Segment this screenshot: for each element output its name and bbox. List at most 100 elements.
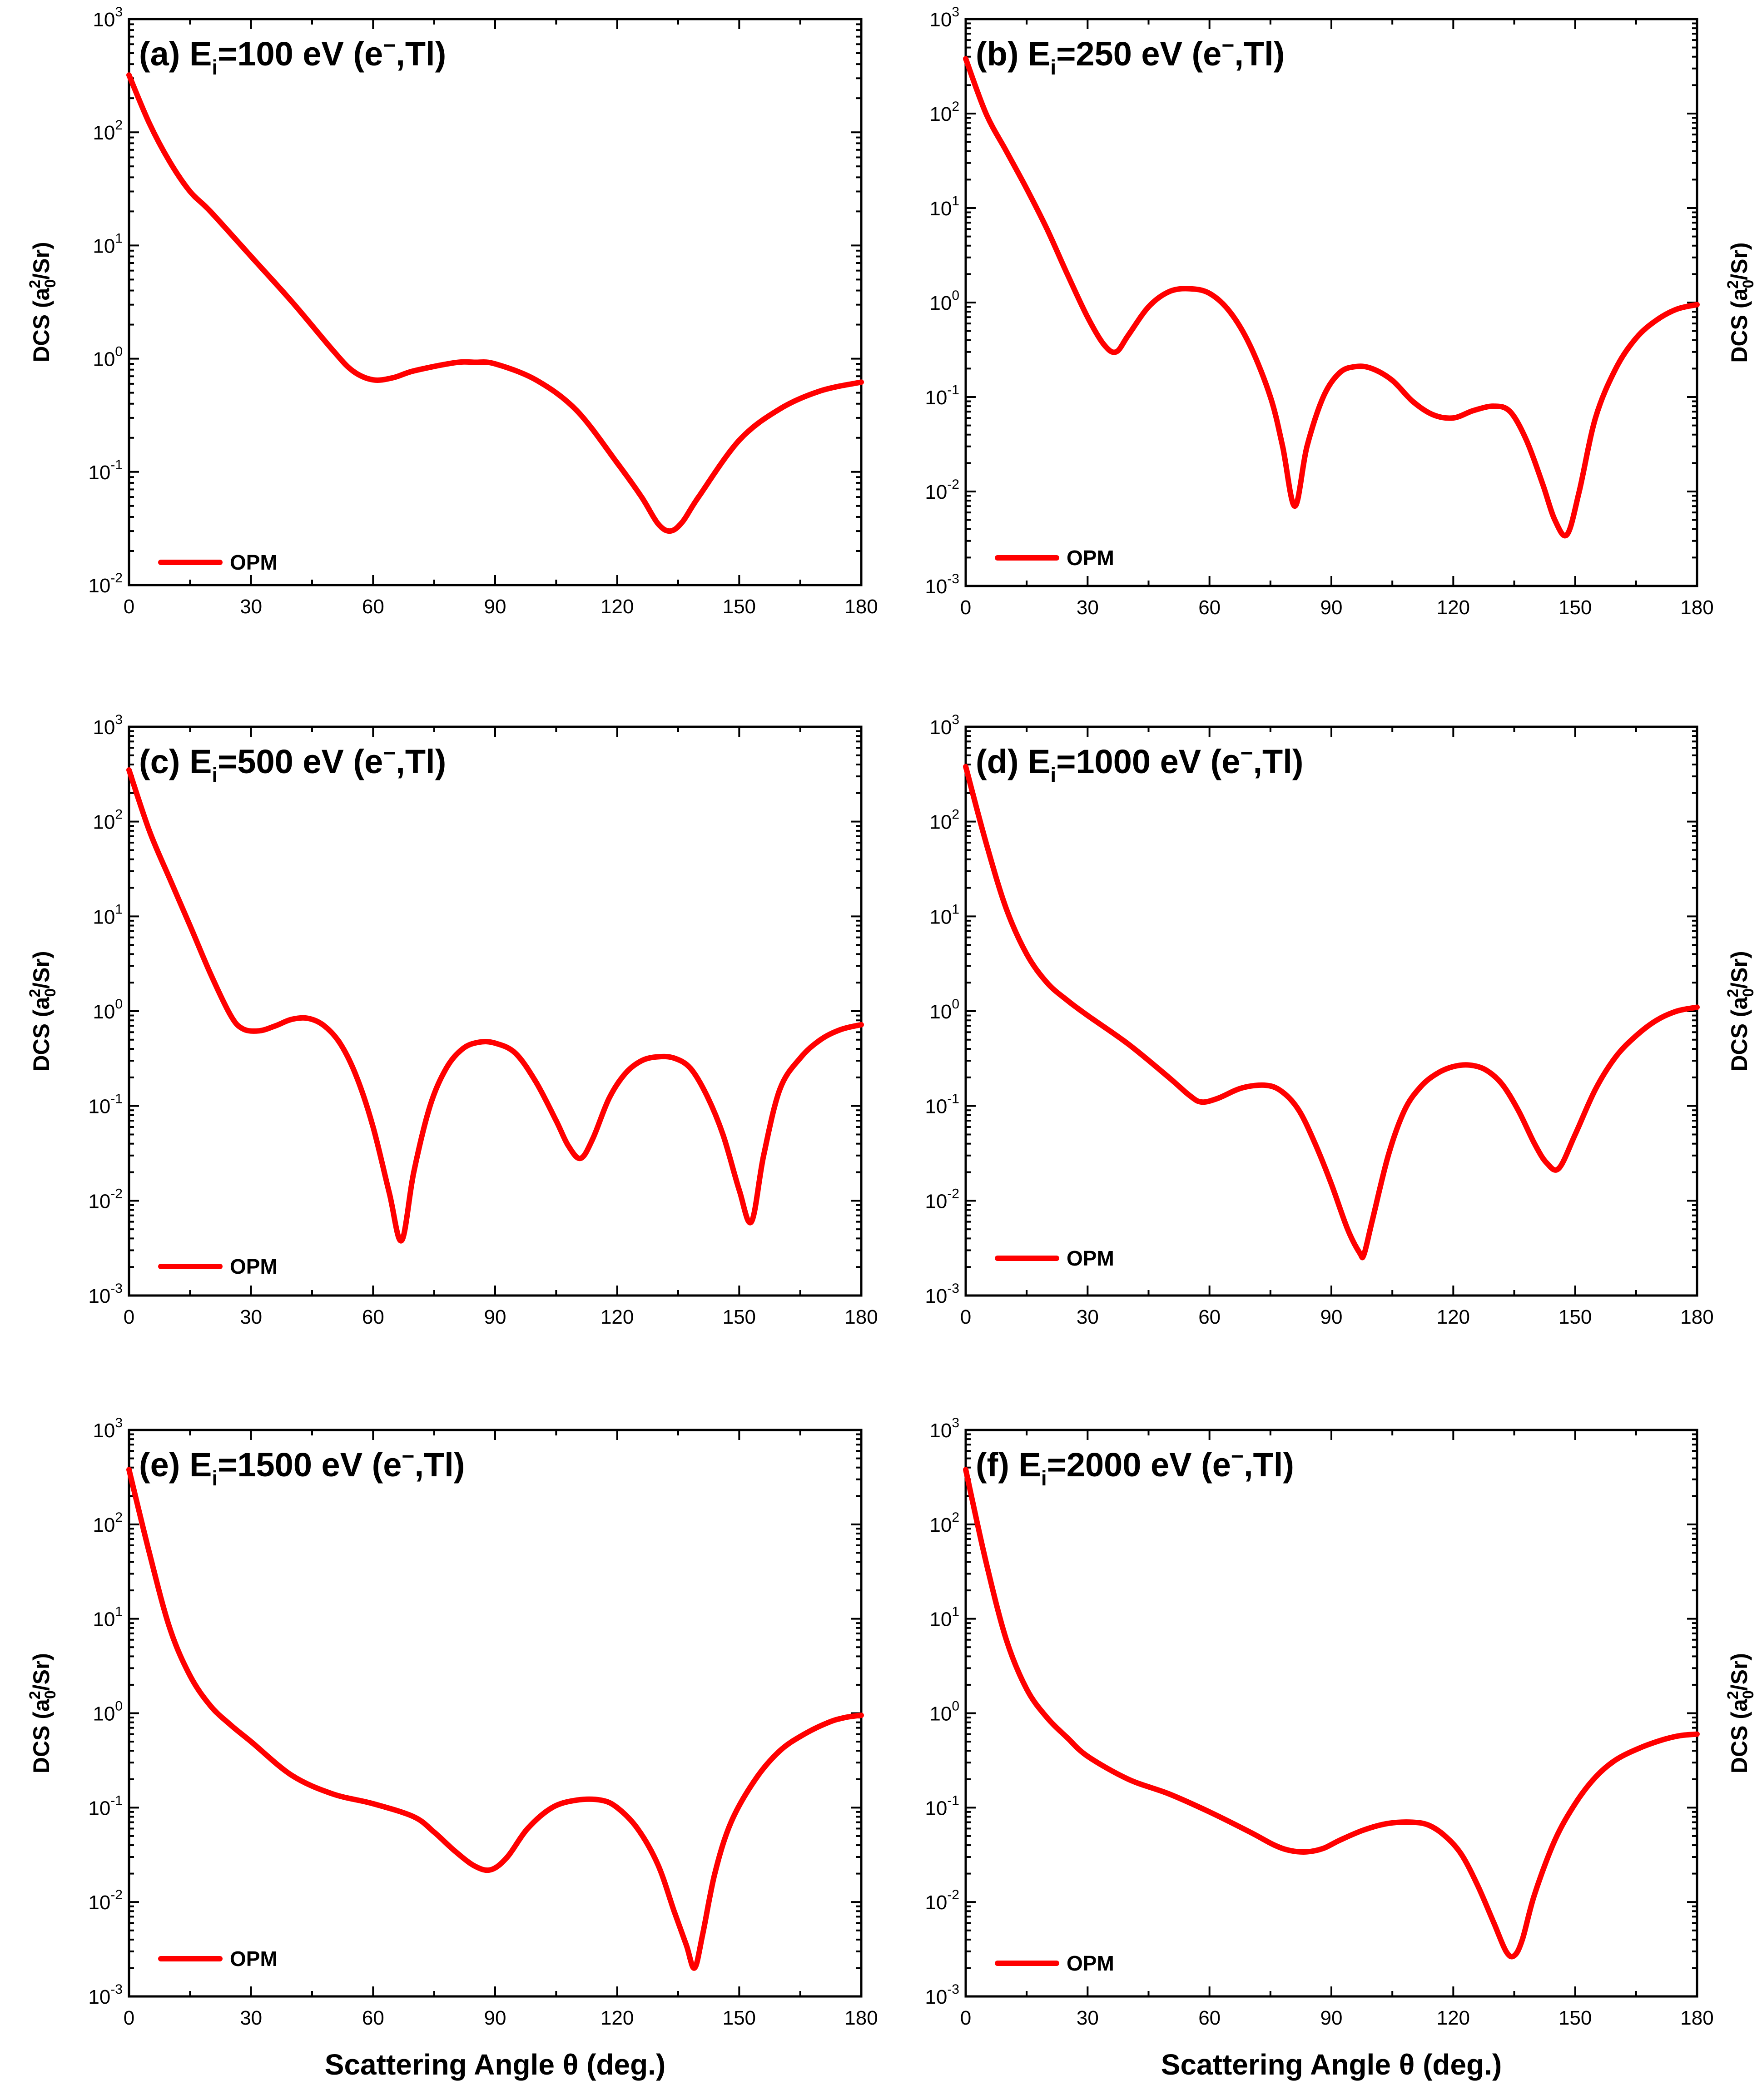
- y-tick-base: 10: [925, 1986, 947, 2008]
- y-axis-label: DCS (a02/Sr): [1724, 1653, 1757, 1773]
- panel-title: (d) Ei=1000 eV (e−,Tl): [976, 741, 1303, 787]
- plot-frame: [964, 18, 1698, 587]
- legend-label: OPM: [1067, 546, 1114, 570]
- y-axis-label-unit: /Sr): [1727, 951, 1752, 988]
- y-axis-label-main: DCS (a: [1727, 288, 1752, 362]
- x-tick-label: 30: [1077, 1306, 1099, 1328]
- chart-panel-f: 0 30 60 90 120 150 18010-310-210-1100101102103…: [925, 1415, 1757, 2081]
- y-axis-label-unit: /Sr): [1727, 242, 1752, 280]
- y-tick-base: 10: [88, 1190, 110, 1212]
- panel-title-superscript: −: [383, 34, 396, 58]
- y-tick-label: 10-1: [88, 1092, 123, 1118]
- x-tick-label: 90: [1320, 596, 1343, 619]
- y-tick-label: 101: [93, 231, 123, 257]
- y-tick-base: 10: [925, 1190, 947, 1212]
- y-tick-label: 101: [929, 1604, 959, 1631]
- y-tick-base: 10: [929, 1609, 952, 1631]
- y-tick-base: 10: [929, 1420, 952, 1442]
- x-tick-label: 60: [362, 1306, 384, 1328]
- y-tick-label: 10-1: [925, 382, 959, 409]
- x-tick-label: 150: [723, 1306, 756, 1328]
- y-tick-base: 10: [88, 1797, 110, 1819]
- y-tick-base: 10: [925, 1096, 947, 1118]
- x-tick-label: 0: [124, 596, 134, 618]
- y-tick-exponent: 3: [952, 712, 959, 727]
- y-tick-base: 10: [93, 906, 115, 928]
- y-tick-label: 10-3: [88, 1281, 123, 1307]
- x-tick-label: 180: [844, 596, 878, 618]
- y-axis-label-superscript: 2: [1724, 1691, 1742, 1699]
- y-tick-base: 10: [929, 198, 952, 220]
- y-axis-label: DCS (a02/Sr): [26, 1653, 59, 1773]
- x-tick-label: 180: [1680, 2007, 1713, 2029]
- panel-title-energy: =100 eV (e: [218, 35, 383, 73]
- y-tick-exponent: -1: [110, 1092, 123, 1107]
- y-tick-base: 10: [93, 1609, 115, 1631]
- legend-label: OPM: [230, 1947, 278, 1971]
- y-tick-exponent: -2: [947, 1887, 959, 1902]
- x-tick-label: 120: [601, 596, 634, 618]
- series-line-opm: [963, 56, 1700, 539]
- y-tick-exponent: -1: [947, 1793, 959, 1808]
- panel-title-main: (f) E: [976, 1446, 1041, 1484]
- panel-title-main: (e) E: [139, 1446, 212, 1484]
- y-tick-label: 103: [93, 1415, 123, 1442]
- y-axis-label-superscript: 2: [26, 989, 44, 998]
- y-axis-label-main: DCS (a: [29, 996, 54, 1071]
- y-tick-exponent: -2: [110, 1887, 123, 1902]
- y-tick-base: 10: [93, 1703, 115, 1725]
- y-tick-label: 101: [93, 1604, 123, 1631]
- y-tick-exponent: 3: [952, 5, 959, 20]
- y-tick-label: 100: [929, 288, 959, 314]
- x-tick-label: 90: [1320, 1306, 1343, 1328]
- y-tick-label: 103: [929, 5, 959, 31]
- panel-title-superscript: −: [1221, 34, 1234, 58]
- y-tick-exponent: 2: [115, 118, 123, 133]
- y-tick-base: 10: [929, 1703, 952, 1725]
- x-tick-label: 60: [1198, 2007, 1221, 2029]
- y-tick-base: 10: [929, 716, 952, 739]
- y-tick-label: 100: [93, 997, 123, 1023]
- y-tick-base: 10: [93, 1514, 115, 1536]
- y-tick-base: 10: [929, 103, 952, 125]
- y-tick-label: 10-3: [925, 571, 959, 598]
- x-tick-label: 150: [1558, 596, 1592, 619]
- y-tick-exponent: 2: [115, 807, 123, 822]
- y-tick-base: 10: [88, 575, 110, 597]
- y-tick-base: 10: [925, 576, 947, 598]
- legend-label: OPM: [230, 551, 278, 574]
- y-tick-exponent: -3: [947, 1982, 959, 1997]
- x-tick-label: 120: [1437, 596, 1470, 619]
- y-tick-base: 10: [93, 9, 115, 31]
- y-axis-label-superscript: 2: [1724, 989, 1742, 998]
- y-tick-label: 10-2: [88, 1186, 123, 1212]
- panel-title-target: ,Tl): [414, 1446, 465, 1484]
- panel-title-target: ,Tl): [396, 35, 446, 73]
- y-tick-base: 10: [929, 1001, 952, 1023]
- y-axis-label-unit: /Sr): [29, 242, 54, 279]
- y-tick-label: 10-1: [88, 457, 123, 484]
- y-tick-base: 10: [88, 1285, 110, 1307]
- plot-frame: [964, 725, 1698, 1297]
- x-tick-label: 60: [362, 2007, 384, 2029]
- panel-title-subscript: i: [212, 763, 218, 787]
- x-tick-label: 120: [1437, 1306, 1470, 1328]
- x-tick-label: 90: [1320, 2007, 1343, 2029]
- y-tick-exponent: -3: [947, 571, 959, 586]
- y-tick-label: 103: [93, 712, 123, 739]
- y-tick-exponent: 2: [952, 807, 959, 822]
- y-tick-exponent: 1: [115, 1604, 123, 1619]
- x-tick-label: 60: [1198, 1306, 1221, 1328]
- y-tick-exponent: -2: [110, 571, 123, 586]
- x-axis-label: Scattering Angle θ (deg.): [325, 2048, 666, 2081]
- y-tick-exponent: -3: [110, 1982, 123, 1997]
- panel-title-energy: =1500 eV (e: [218, 1446, 402, 1484]
- y-tick-base: 10: [88, 1986, 110, 2008]
- y-tick-label: 10-1: [925, 1793, 959, 1819]
- y-tick-base: 10: [929, 9, 952, 31]
- y-axis-label-subscript: 0: [42, 988, 59, 997]
- y-tick-exponent: 0: [115, 344, 123, 359]
- y-tick-exponent: 1: [952, 902, 959, 917]
- x-tick-label: 120: [601, 1306, 634, 1328]
- x-tick-label: 120: [601, 2007, 634, 2029]
